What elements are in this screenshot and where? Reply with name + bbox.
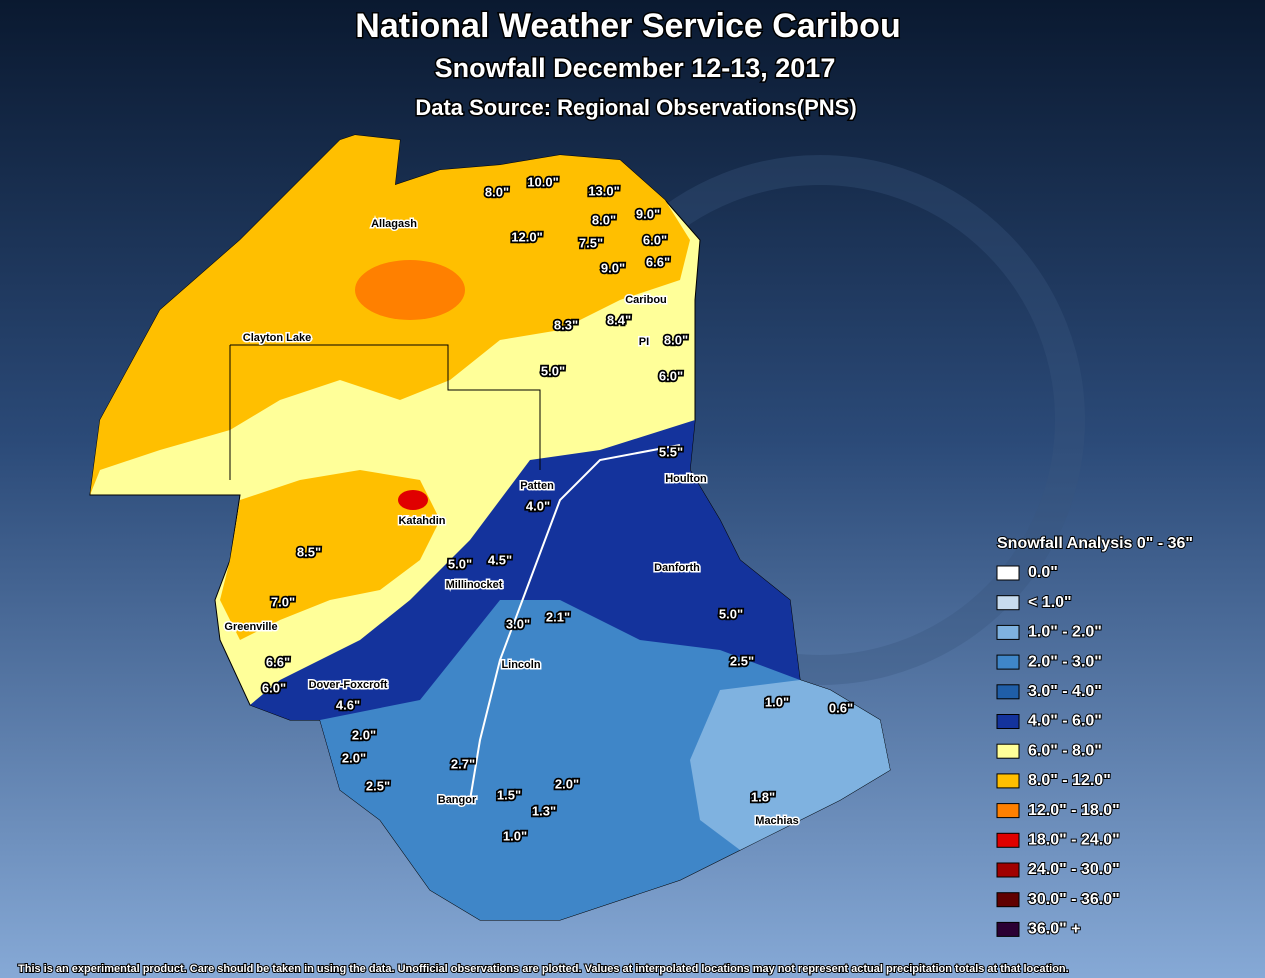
legend-label: 8.0" - 12.0" — [1028, 772, 1111, 789]
town-label: Allagash — [371, 218, 417, 230]
region-heavy — [355, 260, 465, 320]
town-label: Greenville — [224, 621, 277, 633]
header: National Weather Service Caribou Snowfal… — [354, 5, 902, 121]
legend: Snowfall Analysis 0" - 36" 0.0" < 1.0" 1.0… — [996, 534, 1194, 938]
observation-label: 4.5" — [488, 552, 512, 567]
observation-label: 8.3" — [554, 317, 578, 332]
observation-label: 8.5" — [297, 544, 321, 559]
town-label: Clayton Lake — [243, 332, 311, 344]
observation-label: 13.0" — [588, 183, 619, 198]
footer: This is an experimental product. Care sh… — [18, 963, 1069, 975]
region-blue-light — [690, 680, 890, 850]
observation-label: 6.0" — [262, 680, 286, 695]
towns: Allagash Clayton Lake Caribou PI Patten … — [223, 216, 800, 828]
observation-label: 2.0" — [555, 776, 579, 791]
observation-label: 5.0" — [719, 606, 743, 621]
observation-label: 7.0" — [271, 594, 295, 609]
legend-swatch — [996, 832, 1020, 848]
legend-label: 18.0" - 24.0" — [1028, 832, 1120, 849]
observation-label: 3.0" — [506, 616, 530, 631]
observation-label: 6.6" — [266, 654, 290, 669]
title: National Weather Service Caribou — [355, 7, 900, 45]
observation-label: 12.0" — [511, 229, 542, 244]
observation-label: 2.5" — [366, 778, 390, 793]
legend-label: 12.0" - 18.0" — [1028, 802, 1120, 819]
state-map — [89, 134, 891, 921]
subtitle: Snowfall December 12-13, 2017 — [435, 53, 836, 83]
observation-label: 9.0" — [636, 206, 660, 221]
legend-swatch — [996, 565, 1020, 581]
town-label: Katahdin — [398, 515, 445, 527]
town-label: Machias — [755, 815, 798, 827]
town-label: Millinocket — [446, 579, 503, 591]
observation-label: 5.0" — [448, 556, 472, 571]
region-orange-west — [220, 470, 440, 640]
legend-swatch — [996, 714, 1020, 729]
legend-title: Snowfall Analysis 0" - 36" — [997, 535, 1193, 552]
legend-swatch — [996, 862, 1020, 878]
legend-label: 2.0" - 3.0" — [1028, 653, 1102, 670]
region-max — [398, 490, 428, 510]
town-label: Houlton — [665, 473, 707, 485]
observation-label: 8.4" — [607, 312, 631, 327]
town-label: Patten — [520, 480, 554, 492]
observation-label: 4.0" — [526, 498, 550, 513]
observation-label: 7.5" — [579, 235, 603, 250]
county-lines — [230, 344, 541, 470]
observations: 8.0" 10.0" 13.0" 9.0" 8.0" 6.0" 12.0" 7.5" 9.0" 6… — [260, 173, 855, 846]
legend-swatch — [996, 773, 1020, 789]
observation-label: 10.0" — [527, 174, 558, 189]
town-label: Caribou — [625, 294, 667, 306]
observation-label: 2.7" — [451, 756, 475, 771]
town-label: Danforth — [654, 562, 700, 574]
legend-label: < 1.0" — [1028, 594, 1072, 611]
legend-label: 4.0" - 6.0" — [1028, 713, 1102, 730]
observation-label: 1.8" — [751, 789, 775, 804]
observation-label: 2.1" — [546, 609, 570, 624]
observation-label: 1.5" — [497, 787, 521, 802]
town-label: Bangor — [438, 794, 477, 806]
legend-label: 30.0" - 36.0" — [1028, 891, 1120, 908]
observation-label: 1.0" — [765, 694, 789, 709]
observation-label: 1.3" — [532, 803, 556, 818]
observation-label: 5.5" — [659, 444, 683, 459]
observation-label: 2.0" — [342, 750, 366, 765]
highway — [469, 444, 681, 801]
legend-label: 3.0" - 4.0" — [1028, 683, 1102, 700]
observation-label: 4.6" — [336, 697, 360, 712]
legend-swatch — [996, 624, 1020, 640]
legend-swatch — [996, 743, 1020, 759]
legend-label: 6.0" - 8.0" — [1028, 742, 1102, 759]
observation-label: 0.6" — [829, 700, 853, 715]
legend-swatch — [996, 654, 1020, 670]
legend-swatch — [996, 595, 1020, 611]
legend-swatch — [996, 684, 1020, 700]
observation-label: 6.6" — [646, 254, 670, 269]
observation-label: 8.0" — [485, 184, 509, 199]
legend-label: 0.0" — [1028, 564, 1058, 581]
observation-label: 2.5" — [730, 653, 754, 668]
observation-label: 8.0" — [664, 332, 688, 347]
observation-label: 1.0" — [503, 828, 527, 843]
town-label: Lincoln — [501, 659, 540, 671]
legend-label: 36.0" + — [1028, 921, 1081, 938]
town-label: Dover-Foxcroft — [309, 679, 388, 691]
observation-label: 6.0" — [643, 232, 667, 247]
observation-label: 8.0" — [592, 212, 616, 227]
observation-label: 2.0" — [352, 727, 376, 742]
observation-label: 5.0" — [541, 363, 565, 378]
observation-label: 9.0" — [601, 260, 625, 275]
legend-swatch — [996, 921, 1020, 937]
legend-swatch — [996, 803, 1020, 819]
observation-label: 6.0" — [659, 368, 683, 383]
legend-label: 24.0" - 30.0" — [1028, 861, 1120, 878]
source: Data Source: Regional Observations(PNS) — [415, 95, 856, 120]
town-label: PI — [639, 336, 649, 348]
legend-swatch — [996, 892, 1020, 908]
legend-label: 1.0" - 2.0" — [1028, 624, 1102, 641]
